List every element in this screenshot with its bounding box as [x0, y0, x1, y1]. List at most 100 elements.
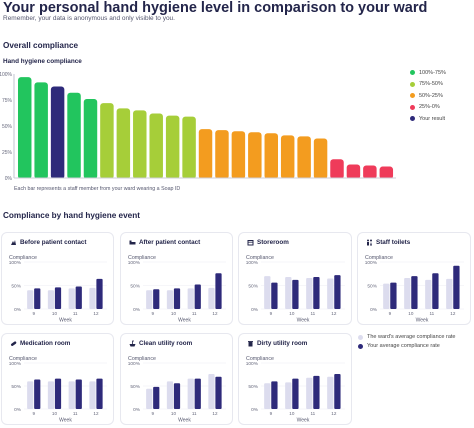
y-tick-label: 100%	[128, 260, 141, 266]
card-title-text: After patient contact	[139, 239, 201, 246]
your-average-bar	[271, 282, 278, 309]
event-card-storeroom: Storeroom Compliance 100% 50% 0% 9 10 11 12 Week	[238, 232, 352, 325]
staff-bar	[198, 129, 213, 179]
event-chart: 100% 50% 0% 9 10 11 12 Week	[246, 361, 345, 424]
bin-icon	[248, 341, 253, 347]
ward-average-bar	[68, 381, 75, 409]
x-tick-label: 11	[192, 411, 197, 416]
card-title: Dirty utility room	[247, 340, 307, 347]
your-average-bar	[194, 284, 201, 309]
card-title: Storeroom	[247, 239, 289, 246]
staff-bar	[215, 130, 229, 179]
x-tick-label: 9	[151, 411, 154, 416]
x-tick-label: 10	[52, 411, 58, 416]
event-card-after-patient-contact: After patient contact Compliance 100% 50% 0%…	[120, 232, 233, 325]
event-chart: 100% 50% 0% 9 10 11 12 Week	[246, 260, 345, 324]
ward-average-bar	[166, 381, 174, 409]
staff-bar	[264, 133, 278, 179]
event-card-staff-toilets: Staff toilets Compliance 100% 50% 0% 9 10 11 12 W…	[357, 232, 471, 325]
your-result-bar	[50, 86, 65, 179]
your-average-bar	[313, 375, 320, 409]
event-card-dirty-utility-room: Dirty utility room Compliance 100% 50% 0% 9 10…	[238, 333, 352, 425]
bed-icon	[129, 240, 136, 245]
x-tick-label: 9	[270, 311, 273, 316]
events-heading: Compliance by hand hygiene event	[3, 211, 140, 220]
y-tick-label: 50%	[367, 283, 377, 289]
your-average-bar	[54, 378, 62, 409]
card-title: After patient contact	[129, 239, 200, 246]
card-y-label: Compliance	[9, 356, 37, 362]
your-average-bar	[411, 276, 418, 309]
x-axis-label: Week	[178, 418, 191, 424]
ward-average-bar	[404, 277, 411, 309]
legend-dot	[410, 81, 415, 87]
legend-dot	[358, 335, 363, 340]
legend-dot	[410, 104, 415, 110]
your-average-bar	[96, 278, 103, 309]
y-tick-label: 0%	[5, 176, 13, 182]
staff-bar	[313, 138, 328, 179]
your-average-bar	[334, 374, 341, 409]
staff-bar	[34, 82, 48, 179]
card-y-label: Compliance	[9, 255, 37, 261]
ward-average-bar	[27, 290, 34, 309]
legend-item: 75%-50%	[410, 79, 446, 91]
ward-average-bar	[285, 382, 292, 409]
your-average-bar	[390, 282, 397, 309]
your-average-bar	[292, 378, 299, 409]
staff-bar	[83, 98, 98, 179]
staff-bar	[231, 131, 246, 179]
your-average-bar	[292, 279, 299, 309]
x-tick-label: 11	[73, 311, 78, 316]
x-axis-label: Week	[59, 318, 72, 324]
ward-average-bar	[89, 287, 96, 309]
y-tick-label: 0%	[14, 407, 22, 413]
hands-icon	[11, 240, 16, 245]
staff-bar	[297, 136, 311, 179]
overall-heading: Overall compliance	[3, 41, 79, 50]
ward-average-bar	[208, 374, 215, 409]
legend-item: Your result	[410, 113, 446, 125]
y-tick-label: 0%	[251, 407, 259, 413]
y-tick-label: 100%	[9, 260, 22, 266]
y-tick-label: 75%	[2, 98, 13, 104]
x-tick-label: 9	[32, 311, 35, 316]
y-tick-label: 100%	[128, 361, 141, 367]
overall-legend: 100%-75% 75%-50% 50%-25% 25%-0% Your res…	[410, 67, 446, 125]
x-axis-label: Week	[59, 418, 72, 424]
staff-bar	[100, 103, 114, 179]
events-legend: The ward's average compliance rate Your …	[358, 334, 474, 351]
x-axis-label: Week	[416, 318, 429, 324]
x-tick-label: 9	[151, 311, 154, 316]
your-average-bar	[54, 287, 62, 309]
x-tick-label: 12	[93, 311, 99, 316]
x-tick-label: 12	[93, 411, 99, 416]
x-tick-label: 11	[429, 311, 434, 316]
ward-average-bar	[47, 290, 55, 309]
x-tick-label: 10	[289, 311, 295, 316]
staff-bar	[67, 92, 81, 179]
y-tick-label: 100%	[246, 260, 259, 266]
ward-average-bar	[327, 376, 334, 409]
y-tick-label: 0%	[14, 307, 22, 313]
x-tick-label: 9	[32, 411, 35, 416]
x-tick-label: 10	[171, 411, 177, 416]
your-average-bar	[432, 273, 439, 309]
ward-average-bar	[89, 381, 96, 409]
x-tick-label: 11	[310, 411, 315, 416]
legend-item: 100%-75%	[410, 67, 446, 79]
your-average-bar	[75, 286, 82, 309]
pill-icon	[10, 341, 17, 346]
x-tick-label: 10	[52, 311, 58, 316]
y-tick-label: 100%	[246, 361, 259, 367]
card-title: Clean utility room	[129, 340, 192, 347]
x-tick-label: 12	[450, 311, 456, 316]
y-tick-label: 0%	[251, 307, 259, 313]
ward-average-bar	[146, 290, 153, 309]
x-axis-label: Week	[297, 318, 310, 324]
x-tick-label: 10	[408, 311, 414, 316]
legend-dot	[410, 93, 415, 99]
card-title-text: Before patient contact	[20, 239, 87, 246]
card-y-label: Compliance	[246, 356, 274, 362]
x-tick-label: 12	[331, 411, 337, 416]
